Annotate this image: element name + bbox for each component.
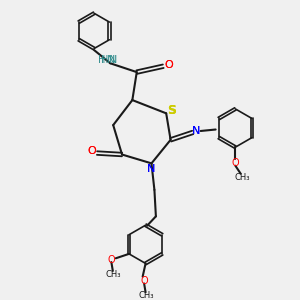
Text: N: N xyxy=(147,164,156,174)
Text: CH₃: CH₃ xyxy=(235,173,250,182)
Text: N: N xyxy=(147,164,156,174)
Text: O: O xyxy=(107,255,115,265)
Text: N: N xyxy=(109,55,117,65)
Text: S: S xyxy=(167,104,176,118)
Text: H: H xyxy=(101,55,109,65)
Text: O: O xyxy=(87,146,96,156)
Text: O: O xyxy=(87,146,96,156)
Text: N: N xyxy=(107,55,115,65)
Text: CH₃: CH₃ xyxy=(106,270,122,279)
Text: O: O xyxy=(164,60,173,70)
Text: N: N xyxy=(192,126,200,136)
Text: CH₃: CH₃ xyxy=(138,291,154,300)
Text: H: H xyxy=(98,55,105,65)
Text: S: S xyxy=(167,104,176,118)
Text: N: N xyxy=(192,126,200,136)
Text: O: O xyxy=(164,60,173,70)
Text: O: O xyxy=(140,276,148,286)
Text: O: O xyxy=(232,158,239,168)
